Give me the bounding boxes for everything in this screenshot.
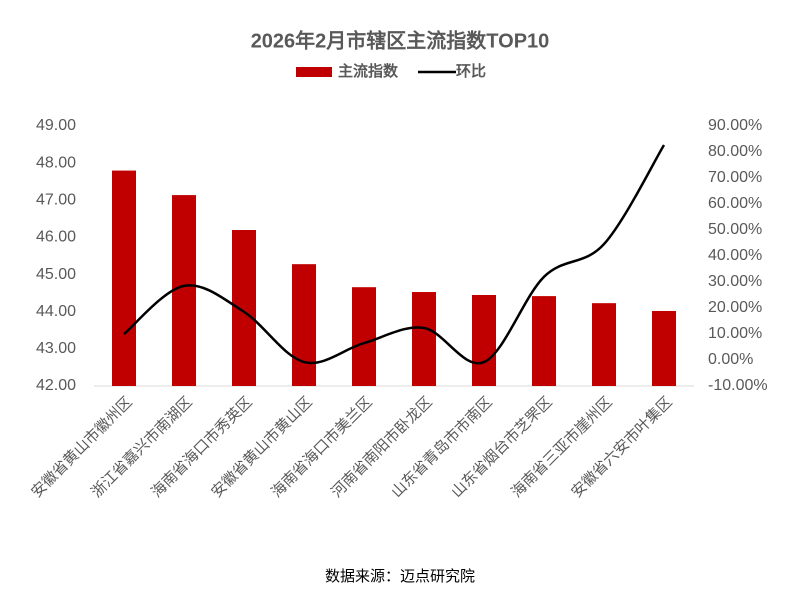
bar: [472, 295, 496, 386]
bar: [592, 303, 616, 386]
y2-tick-label: 30.00%: [708, 273, 762, 290]
y2-tick-label: 60.00%: [708, 195, 762, 212]
source: 数据来源：迈点研究院: [325, 567, 475, 585]
y2-tick-label: 70.00%: [708, 169, 762, 186]
bar: [412, 292, 436, 386]
x-tick-label: 山东省烟台市芝罘区: [448, 394, 555, 501]
y2-tick-label: 80.00%: [708, 143, 762, 160]
y-tick-label: 43.00: [36, 340, 76, 357]
y2-tick-label: 0.00%: [708, 351, 753, 368]
x-tick-label: 海南省三亚市崖州区: [508, 394, 615, 501]
bar: [652, 310, 676, 386]
y2-tick-label: 20.00%: [708, 299, 762, 316]
y2-tick-label: -10.00%: [708, 377, 768, 394]
x-tick-label: 海南省海口市秀英区: [147, 393, 255, 501]
x-tick-label: 海南省海口市美兰区: [268, 394, 375, 501]
y2-tick-label: 90.00%: [708, 117, 762, 134]
y2-tick-label: 10.00%: [708, 325, 762, 342]
y-tick-label: 49.00: [36, 117, 76, 134]
legend-swatch: [296, 67, 332, 77]
x-tick-label: 山东省青岛市市南区: [388, 394, 495, 501]
bar: [232, 230, 256, 386]
y2-tick-label: 40.00%: [708, 247, 762, 264]
bar: [352, 287, 376, 386]
legend-label: 环比: [456, 62, 486, 80]
y2-tick-label: 50.00%: [708, 221, 762, 238]
x-tick-label: 安徽省黄山市黄山区: [208, 394, 315, 501]
line: [123, 144, 666, 365]
x-tick-label: 安徽省黄山市徽州区: [28, 394, 135, 501]
y-tick-label: 48.00: [36, 154, 76, 171]
bar: [292, 264, 316, 386]
y-tick-label: 45.00: [36, 266, 76, 283]
y-tick-label: 42.00: [36, 377, 76, 394]
chart-title: 2026年2月市辖区主流指数TOP10: [251, 28, 550, 52]
y-tick-label: 44.00: [36, 303, 76, 320]
bar: [532, 296, 556, 386]
legend-label: 主流指数: [338, 62, 399, 80]
y-tick-label: 47.00: [36, 192, 76, 209]
bar: [172, 195, 196, 386]
y-tick-label: 46.00: [36, 229, 76, 246]
x-tick-label: 浙江省嘉兴市南湖区: [88, 394, 195, 501]
x-tick-label: 河南省南阳市卧龙区: [328, 394, 435, 501]
x-tick-label: 安徽省六安市叶集区: [568, 394, 675, 501]
bar: [112, 170, 136, 386]
